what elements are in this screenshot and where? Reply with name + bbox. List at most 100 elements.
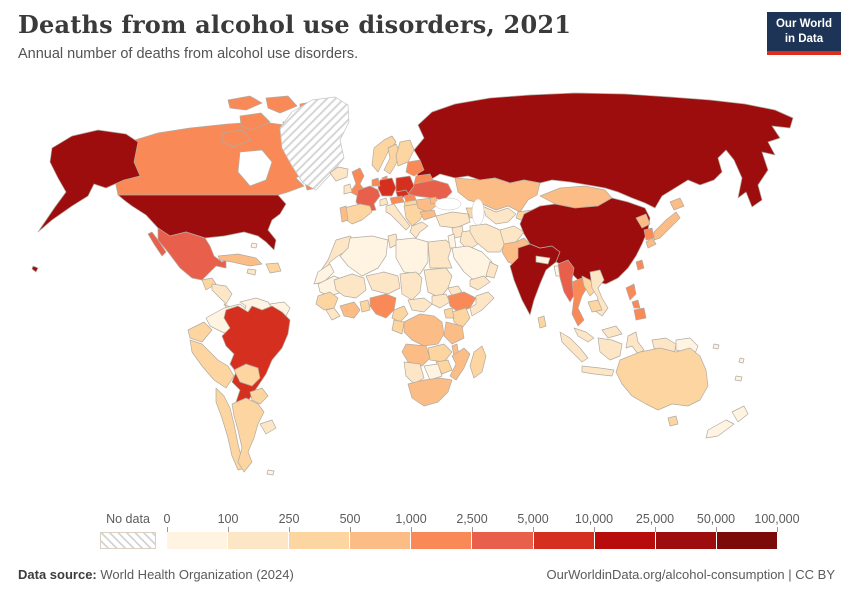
country-ecuador[interactable] [187, 321, 213, 343]
country-oman[interactable] [485, 261, 499, 279]
country-turkey[interactable] [435, 211, 471, 229]
country-sudan[interactable] [423, 267, 453, 299]
country-chad[interactable] [399, 271, 423, 301]
country-russia[interactable] [413, 92, 794, 209]
country-ivory-coast-ghana[interactable] [339, 301, 361, 319]
country-uganda[interactable] [443, 307, 455, 319]
country-tanzania[interactable] [443, 321, 465, 345]
legend-bin-6[interactable] [533, 532, 595, 549]
country-malaysia-borneo[interactable] [601, 325, 623, 339]
country-canada-arctic-6[interactable] [221, 129, 252, 148]
country-germany[interactable] [377, 177, 397, 197]
country-cameroon[interactable] [391, 305, 409, 323]
country-spain[interactable] [343, 203, 373, 225]
country-china[interactable] [519, 197, 651, 289]
no-data-swatch[interactable] [100, 532, 156, 549]
country-netherlands-belgium[interactable] [371, 177, 381, 187]
country-western-sahara[interactable] [313, 263, 335, 285]
country-sri-lanka[interactable] [537, 315, 547, 329]
country-uzbekistan-turkmenistan[interactable] [481, 205, 517, 225]
country-new-zealand-south[interactable] [705, 419, 735, 439]
legend-color-bar[interactable] [167, 532, 777, 549]
country-indonesia-borneo[interactable] [597, 337, 623, 361]
country-bulgaria[interactable] [419, 209, 437, 221]
country-japan-honshu[interactable] [653, 211, 681, 241]
country-afghanistan[interactable] [499, 225, 525, 245]
legend-bin-0[interactable] [167, 532, 229, 549]
country-ukraine[interactable] [407, 179, 453, 201]
country-baltic-states[interactable] [405, 159, 425, 177]
country-pacific-islands-2[interactable] [738, 357, 745, 364]
country-greece[interactable] [409, 221, 429, 239]
owid-url-text[interactable]: OurWorldinData.org/alcohol-consumption |… [546, 567, 835, 582]
legend-bin-3[interactable] [350, 532, 412, 549]
legend-bin-8[interactable] [655, 532, 717, 549]
country-madagascar[interactable] [469, 345, 487, 379]
country-honduras-nicaragua[interactable] [211, 283, 233, 305]
country-indonesia-sumatra[interactable] [559, 331, 589, 363]
country-greenland[interactable] [279, 96, 350, 191]
country-austria[interactable] [389, 195, 405, 205]
country-hawaii[interactable] [31, 265, 39, 273]
country-hispaniola[interactable] [265, 262, 282, 274]
country-mexico[interactable] [157, 227, 227, 281]
country-japan-kyushu[interactable] [645, 237, 657, 249]
country-japan-hokkaido[interactable] [669, 197, 685, 211]
country-new-zealand-north[interactable] [731, 405, 749, 423]
legend-bin-9[interactable] [716, 532, 777, 549]
legend-bin-2[interactable] [289, 532, 351, 549]
country-philippines-visayas[interactable] [631, 299, 641, 309]
country-cuba[interactable] [217, 253, 263, 267]
country-mali[interactable] [333, 273, 367, 299]
country-bahamas[interactable] [250, 242, 258, 249]
country-australia[interactable] [615, 347, 709, 411]
country-benin-togo[interactable] [359, 299, 371, 313]
country-falkland-islands[interactable] [266, 469, 275, 476]
country-cambodia[interactable] [587, 299, 603, 313]
country-central-african-republic[interactable] [407, 297, 433, 313]
country-mozambique[interactable] [449, 347, 471, 381]
country-alaska[interactable] [37, 129, 141, 233]
country-nepal[interactable] [535, 255, 551, 265]
country-saudi-arabia[interactable] [451, 245, 493, 283]
legend-bin-5[interactable] [472, 532, 534, 549]
country-south-sudan[interactable] [431, 293, 451, 309]
country-eritrea-djibouti[interactable] [447, 285, 463, 297]
country-malaysia[interactable] [573, 327, 595, 343]
country-niger[interactable] [365, 271, 401, 295]
country-libya[interactable] [395, 237, 429, 275]
legend-bin-4[interactable] [411, 532, 473, 549]
country-australia-tasmania[interactable] [667, 415, 679, 427]
country-canada-arctic-3[interactable] [239, 112, 271, 131]
country-iran[interactable] [469, 223, 507, 253]
country-jamaica[interactable] [246, 268, 257, 276]
country-paraguay[interactable] [249, 387, 269, 405]
legend-bin-7[interactable] [594, 532, 656, 549]
country-algeria[interactable] [339, 235, 389, 277]
country-zambia[interactable] [427, 343, 453, 363]
country-taiwan[interactable] [635, 259, 645, 271]
country-mexico-baja[interactable] [147, 231, 167, 257]
owid-logo[interactable]: Our World in Data [766, 12, 841, 55]
country-portugal[interactable] [339, 205, 349, 223]
country-ireland[interactable] [343, 183, 353, 195]
country-indonesia-sulawesi[interactable] [625, 331, 645, 355]
country-gabon-congo[interactable] [391, 319, 405, 335]
country-united-states[interactable] [117, 194, 287, 251]
country-egypt[interactable] [427, 239, 453, 269]
country-vietnam[interactable] [589, 269, 609, 317]
country-peru[interactable] [189, 339, 235, 389]
country-guatemala[interactable] [201, 277, 217, 291]
country-kazakhstan[interactable] [454, 177, 541, 213]
country-nigeria[interactable] [369, 293, 397, 319]
country-botswana[interactable] [423, 363, 443, 381]
country-philippines-mindanao[interactable] [633, 307, 647, 321]
country-iceland[interactable] [329, 166, 349, 182]
country-yemen[interactable] [469, 275, 491, 291]
country-laos[interactable] [581, 275, 597, 297]
country-angola[interactable] [401, 343, 431, 367]
country-somalia[interactable] [469, 291, 495, 317]
country-kenya[interactable] [451, 307, 471, 329]
country-canada-arctic-2[interactable] [265, 95, 298, 114]
country-drc[interactable] [403, 313, 445, 347]
